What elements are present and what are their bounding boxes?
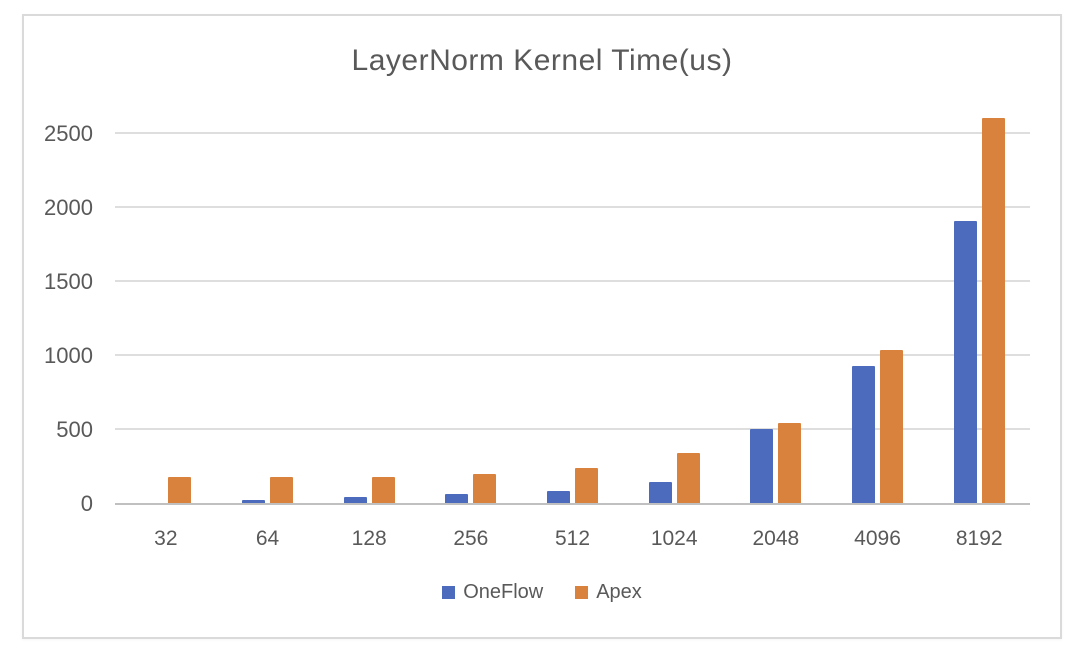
legend-swatch-icon: [442, 585, 456, 599]
bar-apex: [880, 350, 904, 504]
bar-oneflow: [445, 493, 469, 504]
x-tick-label: 4096: [854, 527, 901, 550]
legend-swatch-icon: [575, 585, 589, 599]
x-tick-label: 8192: [955, 527, 1003, 550]
bar-apex: [371, 476, 395, 504]
bar-groups: [115, 103, 1030, 504]
bar-apex: [168, 476, 192, 504]
x-tick-label: 32: [154, 527, 178, 550]
x-axis-line: [115, 503, 1030, 505]
y-axis-labels: 0 500 1000 1500 2000 2500: [24, 103, 93, 514]
x-axis-labels: 32 64 128 256 512 1024 2048 4096 8192: [115, 526, 1030, 552]
legend-label: OneFlow: [463, 581, 544, 603]
bar-oneflow: [547, 490, 571, 504]
x-tick-label: 64: [255, 527, 280, 550]
bar-apex: [270, 476, 293, 504]
bar-group: [522, 103, 624, 504]
bar-group: [623, 103, 725, 504]
y-tick-label: 0: [80, 491, 93, 516]
bar-group: [318, 103, 420, 504]
x-tick-label: 512: [555, 527, 591, 550]
gridline: [115, 279, 1030, 282]
bar-group: [827, 103, 929, 504]
legend-item-apex: Apex: [575, 582, 642, 602]
bar-apex: [981, 118, 1005, 504]
bar-oneflow: [953, 221, 977, 504]
bar-group: [725, 103, 827, 504]
bar-apex: [575, 468, 599, 504]
y-tick-label: 1500: [44, 268, 93, 294]
bar-oneflow: [343, 497, 367, 504]
bar-oneflow: [852, 366, 876, 504]
bar-group: [928, 103, 1030, 504]
bar-oneflow: [648, 481, 672, 504]
plot-area: [115, 103, 1030, 505]
bar-apex: [676, 452, 700, 504]
chart-frame: LayerNorm Kernel Time(us) 0 500 1000 1500 20…: [22, 14, 1062, 639]
bar-group: [217, 103, 319, 504]
y-tick-label: 2500: [44, 120, 93, 146]
legend-label: Apex: [596, 581, 642, 603]
bar-apex: [778, 423, 802, 504]
x-tick-label: 256: [453, 527, 489, 550]
gridline: [115, 131, 1030, 134]
x-tick-label: 128: [351, 527, 387, 550]
gridlines: [115, 103, 1030, 504]
gridline: [115, 428, 1030, 430]
y-tick-label: 2000: [44, 194, 93, 220]
x-tick-label: 2048: [752, 527, 800, 550]
bar-oneflow: [242, 500, 265, 504]
x-tick-label: 1024: [650, 527, 698, 550]
bar-group: [115, 103, 217, 504]
y-tick-label: 1000: [44, 343, 93, 368]
bar-oneflow: [750, 428, 774, 504]
y-tick-label: 500: [56, 417, 93, 442]
bar-apex: [473, 473, 497, 504]
chart-title: LayerNorm Kernel Time(us): [351, 44, 733, 77]
legend: OneFlow Apex: [24, 582, 1060, 602]
legend-item-oneflow: OneFlow: [442, 582, 543, 602]
gridline: [115, 354, 1030, 356]
gridline: [115, 205, 1030, 208]
bar-group: [420, 103, 522, 504]
